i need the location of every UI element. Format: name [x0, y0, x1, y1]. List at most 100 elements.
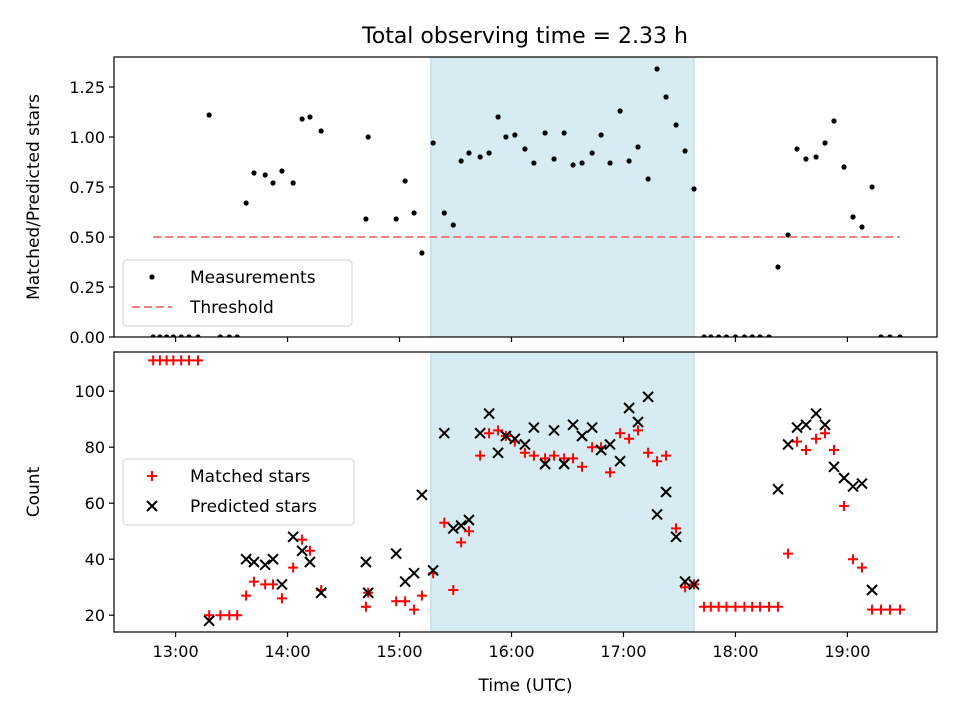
data-point [458, 158, 464, 164]
data-point [450, 222, 456, 228]
data-point [819, 419, 831, 431]
data-point [604, 438, 616, 451]
data-point [318, 128, 324, 134]
x-tick-label: 19:00 [824, 642, 870, 661]
data-point [645, 176, 651, 182]
data-point [408, 567, 420, 579]
data-point [157, 334, 163, 337]
data-point [551, 156, 557, 162]
data-point [362, 587, 374, 599]
data-point [474, 427, 486, 439]
data-point [856, 477, 868, 490]
data-point [240, 553, 252, 565]
data-point [416, 590, 427, 601]
data-point [438, 427, 451, 439]
data-point [296, 545, 308, 557]
shaded-span [430, 351, 695, 633]
data-point [831, 118, 837, 124]
data-point [304, 545, 315, 556]
data-point [716, 334, 722, 337]
legend-label: Matched stars [190, 467, 310, 487]
data-point [365, 134, 371, 140]
data-point [680, 582, 691, 593]
data-point [792, 436, 803, 447]
data-point [577, 461, 588, 472]
series-measurements [150, 66, 903, 337]
data-point [276, 593, 287, 604]
data-point [540, 453, 551, 464]
data-point [519, 438, 531, 451]
top-panel: 0.00 0.25 0.50 0.75 1.00 1.25 Matched/Predicte… [24, 56, 938, 347]
data-point [721, 601, 732, 612]
data-point [276, 578, 288, 591]
data-point [439, 517, 450, 528]
x-tick-label: 14:00 [265, 642, 311, 661]
legend-marker [149, 274, 155, 280]
data-point [635, 144, 641, 150]
data-point [867, 604, 878, 615]
data-point [519, 447, 530, 458]
data-point [290, 180, 296, 186]
data-point [661, 450, 672, 461]
data-point [463, 526, 474, 537]
legend-box [122, 458, 355, 526]
data-layer [148, 355, 906, 627]
data-point [493, 425, 504, 436]
data-point [651, 508, 663, 521]
data-point [243, 200, 249, 206]
data-point [691, 186, 697, 192]
data-point [576, 430, 588, 442]
data-point [241, 590, 252, 601]
y-tick-label: 0.75 [69, 178, 105, 197]
data-point [539, 458, 551, 470]
data-point [828, 445, 839, 455]
y-tick-label: 20 [85, 606, 105, 625]
data-point [782, 438, 794, 451]
y-tick-label: 0.00 [69, 328, 105, 347]
data-point [477, 154, 483, 160]
data-point [466, 150, 472, 156]
y-axis-label: Matched/Predicted stars [24, 94, 44, 300]
y-tick-label: 0.50 [69, 228, 105, 247]
data-point [670, 531, 682, 543]
y-tick-label: 60 [85, 494, 105, 513]
data-point [810, 407, 822, 420]
x-tick-label: 15:00 [376, 642, 422, 661]
data-point [226, 334, 232, 337]
data-point [484, 428, 495, 439]
data-point [315, 587, 327, 599]
data-point [528, 450, 539, 461]
data-point [391, 596, 402, 607]
data-point [671, 523, 682, 534]
data-point [279, 168, 285, 174]
data-point [248, 556, 260, 568]
data-point [615, 428, 626, 439]
data-point [184, 355, 195, 366]
data-point [503, 134, 509, 140]
data-point [430, 140, 436, 146]
data-point [626, 158, 632, 164]
data-point [259, 559, 271, 571]
data-point [509, 433, 521, 445]
data-point [170, 334, 176, 337]
data-point [268, 579, 279, 590]
data-point [304, 556, 316, 568]
data-point [878, 334, 884, 337]
data-point [568, 453, 579, 464]
x-tick-label: 13:00 [153, 642, 199, 661]
data-point [624, 433, 635, 444]
data-point [411, 210, 417, 216]
legend: Measurements Threshold [122, 259, 353, 327]
data-point [632, 416, 644, 428]
data-point [642, 391, 654, 403]
data-point [579, 160, 585, 166]
data-point [195, 334, 201, 337]
data-point [800, 445, 811, 455]
data-point [741, 334, 748, 337]
figure-title: Total observing time = 2.33 h [361, 24, 688, 49]
data-point [363, 216, 369, 222]
data-point [203, 615, 215, 627]
data-point [859, 224, 865, 230]
data-point [643, 447, 654, 458]
data-point [559, 453, 570, 464]
